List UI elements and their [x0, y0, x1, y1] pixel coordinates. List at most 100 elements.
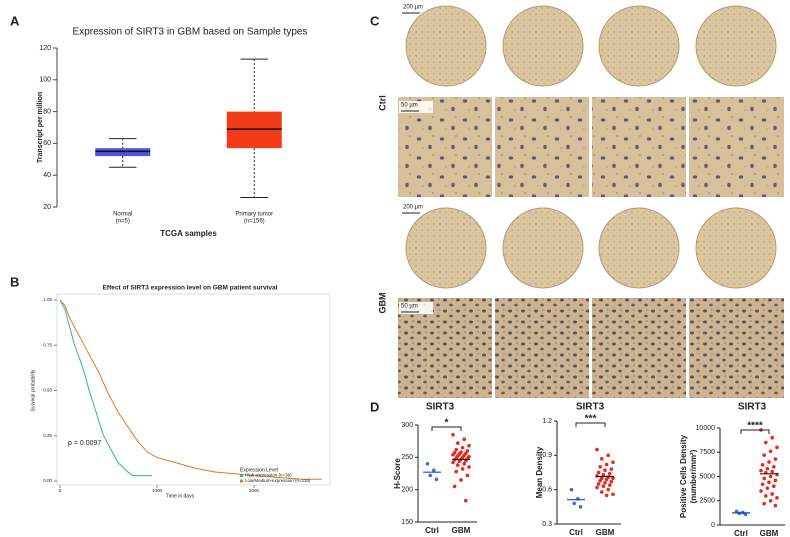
data-point — [764, 440, 768, 445]
y-tick-label: 0.25 — [43, 433, 52, 438]
data-point — [452, 484, 457, 489]
data-point — [456, 463, 460, 467]
data-point — [595, 485, 599, 490]
y-tick-label: 1.2 — [542, 418, 552, 425]
data-point — [462, 437, 467, 442]
y-tick-label: 2500 — [699, 498, 715, 505]
x-tick-label: GBM — [596, 528, 615, 537]
x-axis-label: Time in days — [166, 493, 195, 499]
y-tick-label: 10000 — [696, 425, 716, 432]
data-point — [603, 468, 607, 473]
chart-title: SIRT3 — [738, 402, 767, 413]
y-tick-label: 120 — [39, 45, 51, 52]
magnified-field — [495, 97, 589, 197]
data-point — [773, 478, 778, 483]
data-point — [604, 462, 609, 467]
data-point — [465, 473, 470, 478]
y-axis-label: Positive Cells Density — [679, 434, 688, 518]
data-point — [456, 441, 460, 445]
data-point — [770, 469, 774, 474]
y-tick-label: 0.9 — [542, 452, 552, 459]
data-point — [609, 479, 614, 484]
data-point — [770, 435, 774, 440]
data-point — [457, 459, 462, 464]
tissue-core — [502, 207, 584, 289]
x-axis-label: TCGA samples — [160, 229, 217, 238]
data-point — [609, 467, 614, 471]
x-tick-label: Ctrl — [425, 526, 439, 535]
y-tick-label: 150 — [401, 519, 413, 526]
magnified-fields — [398, 97, 784, 398]
data-point — [772, 465, 776, 469]
data-point — [767, 480, 771, 485]
data-point — [598, 464, 602, 469]
y-tick-label: 60 — [43, 140, 51, 147]
magnified-field — [398, 298, 492, 398]
significance: **** — [747, 421, 763, 432]
x-tick-label: 1000 — [152, 488, 163, 493]
chart-title: Expression of SIRT3 in GBM based on Samp… — [73, 27, 308, 38]
magnified-field — [689, 298, 784, 398]
y-tick-label: 250 — [401, 454, 413, 461]
tissue-core — [502, 5, 584, 87]
y-tick-label: 100 — [39, 77, 51, 84]
box — [95, 148, 151, 157]
plot-frame — [56, 293, 331, 486]
chart-title: SIRT3 — [426, 402, 455, 413]
significance: *** — [585, 414, 597, 425]
tissue-cores — [405, 5, 777, 289]
magnified-field — [592, 97, 686, 197]
panel-label: B — [10, 274, 19, 289]
x-tick-label: Ctrl — [734, 529, 748, 537]
data-point — [611, 492, 615, 497]
data-point — [759, 468, 763, 473]
row-label: Ctrl — [377, 95, 387, 111]
data-point — [467, 443, 471, 448]
data-point — [762, 476, 766, 481]
chart-title: Effect of SIRT3 expression level on GBM … — [103, 285, 278, 292]
data-point — [572, 501, 576, 506]
data-point — [768, 449, 773, 454]
data-point — [465, 449, 470, 453]
panel-label: C — [370, 13, 380, 28]
data-point — [604, 493, 609, 498]
data-point — [451, 452, 455, 457]
x-tick-label: 2000 — [249, 488, 260, 493]
tissue-core — [405, 5, 487, 87]
data-point — [460, 467, 465, 471]
y-axis-label: Transcript per million — [37, 92, 44, 163]
significance: * — [445, 418, 449, 429]
x-tick-label: 0 — [59, 488, 62, 493]
x-tick-label: Primary tumor — [235, 212, 273, 218]
survival-curve — [59, 299, 322, 480]
magnified-field — [592, 298, 686, 398]
scale-bar-label: 50 µm — [401, 103, 418, 109]
data-point — [608, 483, 612, 487]
p-value: p = 0.0097 — [68, 440, 101, 447]
tissue-core — [405, 207, 487, 289]
data-point — [773, 503, 778, 508]
tissue-core — [598, 207, 680, 289]
data-point — [428, 473, 433, 478]
data-point — [772, 484, 776, 489]
magnified-field — [398, 97, 492, 197]
data-point — [606, 487, 610, 492]
y-axis-label: H-Score — [393, 458, 402, 489]
y-tick-label: 200 — [401, 487, 413, 494]
row-label: GBM — [377, 293, 387, 314]
magnified-field — [689, 97, 784, 197]
scale-bar-bg — [399, 302, 433, 314]
data-point — [578, 505, 583, 509]
legend-label: High expression (n=39) — [245, 473, 292, 478]
y-tick-label: 0.3 — [542, 521, 552, 528]
data-point — [604, 477, 609, 482]
data-point — [454, 447, 459, 452]
data-point — [425, 462, 430, 466]
data-point — [569, 487, 574, 492]
data-point — [601, 484, 606, 489]
data-point — [770, 492, 774, 496]
y-axis-label: Mean Density — [535, 446, 544, 498]
data-point — [454, 469, 459, 474]
data-point — [451, 460, 455, 465]
scale-bar-label: 200 µm — [403, 5, 423, 11]
